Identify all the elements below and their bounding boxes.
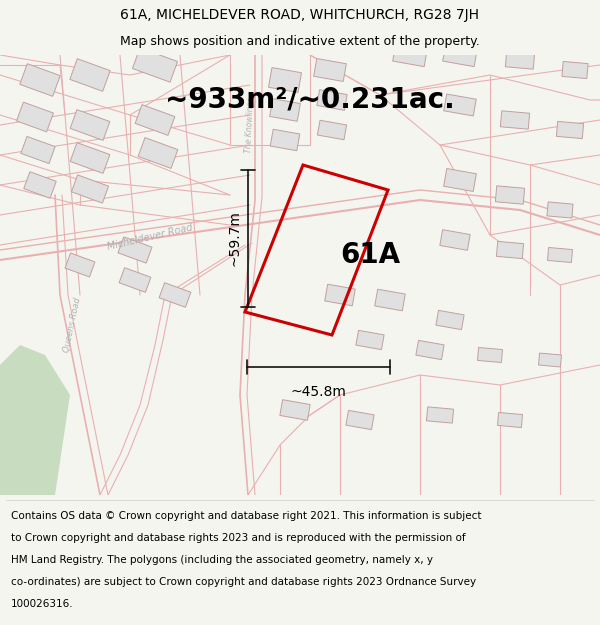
Polygon shape [539, 353, 562, 367]
Polygon shape [71, 175, 109, 203]
Polygon shape [70, 59, 110, 91]
Polygon shape [20, 64, 60, 96]
Polygon shape [135, 104, 175, 136]
Polygon shape [314, 59, 346, 81]
Polygon shape [547, 248, 572, 262]
Polygon shape [325, 284, 355, 306]
Polygon shape [427, 407, 454, 423]
Polygon shape [440, 230, 470, 250]
Polygon shape [436, 311, 464, 329]
Polygon shape [269, 99, 301, 121]
Polygon shape [375, 289, 405, 311]
Text: The Knowlings: The Knowlings [244, 97, 256, 153]
Text: 61A, MICHELDEVER ROAD, WHITCHURCH, RG28 7JH: 61A, MICHELDEVER ROAD, WHITCHURCH, RG28 … [121, 8, 479, 22]
Polygon shape [70, 142, 110, 173]
Text: 61A: 61A [340, 241, 400, 269]
Polygon shape [317, 90, 347, 110]
Text: to Crown copyright and database rights 2023 and is reproduced with the permissio: to Crown copyright and database rights 2… [11, 532, 466, 542]
Text: Queens Road: Queens Road [62, 297, 82, 353]
Polygon shape [496, 186, 524, 204]
Polygon shape [0, 345, 70, 495]
Polygon shape [133, 48, 178, 82]
Text: Contains OS data © Crown copyright and database right 2021. This information is : Contains OS data © Crown copyright and d… [11, 511, 481, 521]
Text: Micheldever Road: Micheldever Road [106, 222, 194, 252]
Polygon shape [500, 111, 530, 129]
Polygon shape [356, 331, 384, 349]
Text: ~45.8m: ~45.8m [290, 385, 346, 399]
Polygon shape [562, 61, 588, 79]
Text: co-ordinates) are subject to Crown copyright and database rights 2023 Ordnance S: co-ordinates) are subject to Crown copyr… [11, 577, 476, 587]
Polygon shape [443, 43, 478, 67]
Polygon shape [478, 348, 503, 362]
Polygon shape [268, 68, 302, 92]
Polygon shape [505, 51, 535, 69]
Polygon shape [547, 202, 573, 218]
Polygon shape [21, 136, 55, 164]
Text: 100026316.: 100026316. [11, 599, 73, 609]
Polygon shape [496, 241, 524, 259]
Polygon shape [17, 102, 53, 132]
Text: HM Land Registry. The polygons (including the associated geometry, namely x, y: HM Land Registry. The polygons (includin… [11, 555, 433, 565]
Polygon shape [317, 120, 347, 140]
Text: Map shows position and indicative extent of the property.: Map shows position and indicative extent… [120, 35, 480, 48]
Polygon shape [392, 43, 427, 67]
Polygon shape [556, 121, 584, 139]
Polygon shape [118, 237, 152, 263]
Polygon shape [416, 341, 444, 359]
Polygon shape [497, 412, 523, 428]
Text: ~59.7m: ~59.7m [227, 211, 241, 266]
Polygon shape [280, 400, 310, 420]
Text: ~933m²/~0.231ac.: ~933m²/~0.231ac. [165, 86, 455, 114]
Polygon shape [138, 138, 178, 168]
Polygon shape [70, 109, 110, 141]
Polygon shape [443, 169, 476, 191]
Polygon shape [270, 129, 300, 151]
Polygon shape [24, 172, 56, 198]
Polygon shape [159, 282, 191, 308]
Polygon shape [65, 253, 95, 277]
Polygon shape [346, 411, 374, 429]
Polygon shape [119, 268, 151, 292]
Polygon shape [444, 94, 476, 116]
